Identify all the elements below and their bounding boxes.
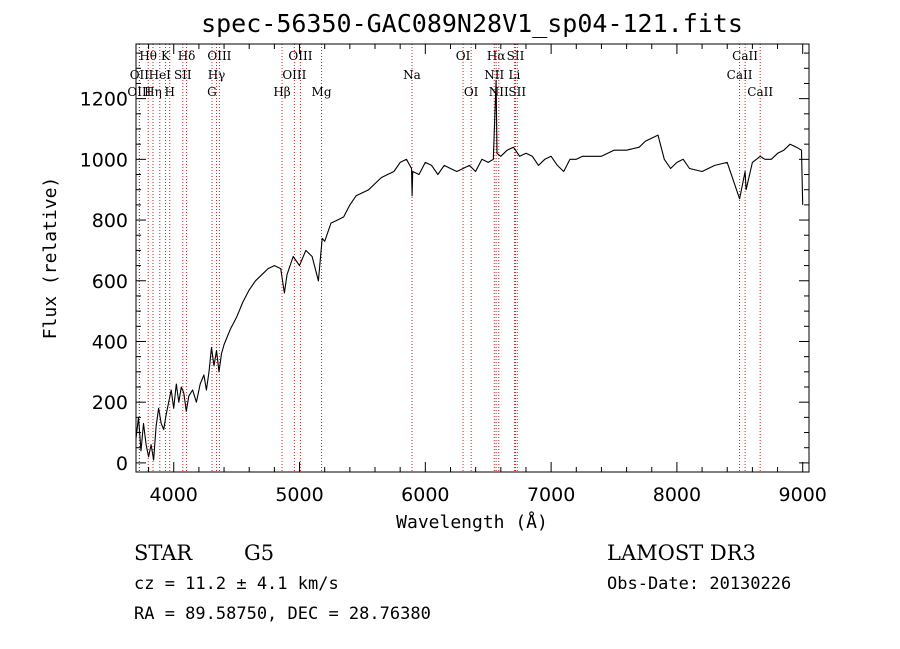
coordinates: RA = 89.58750, DEC = 28.76380 [134, 604, 431, 624]
plot-frame [135, 43, 810, 473]
line-marker-label: OI [456, 49, 471, 63]
x-tick-label: 4000 [150, 484, 198, 506]
y-axis-ticks: 0 200 400 600 800 1000 1200 [80, 52, 809, 475]
line-marker-label: Hθ [139, 49, 157, 63]
line-marker-label: Li [508, 68, 520, 82]
y-tick-label: 200 [92, 392, 128, 414]
line-marker-label: OI [464, 85, 479, 99]
line-marker-label: SII [508, 85, 526, 99]
line-marker-label: CaII [747, 85, 773, 99]
line-marker-label: Hη [144, 85, 162, 99]
x-tick-label: 5000 [275, 484, 323, 506]
line-marker-label: Hα [487, 49, 506, 63]
y-tick-label: 1000 [80, 149, 128, 171]
line-marker-label: SII [507, 49, 525, 63]
y-tick-label: 0 [116, 453, 128, 475]
y-tick-label: 400 [92, 331, 128, 353]
line-marker-label: NII [484, 68, 504, 82]
line-marker-label: Hβ [273, 85, 290, 99]
x-tick-label: 8000 [653, 484, 701, 506]
x-tick-label: 6000 [401, 484, 449, 506]
line-marker-label: OIII [207, 49, 231, 63]
line-marker-label: K [161, 49, 171, 63]
x-tick-label: 7000 [527, 484, 575, 506]
y-tick-label: 800 [92, 210, 128, 232]
chart-title: spec-56350-GAC089N28V1_sp04-121.fits [201, 9, 743, 38]
line-marker-label: G [207, 85, 217, 99]
y-tick-label: 1200 [80, 89, 128, 111]
redshift-cz: cz = 11.2 ± 4.1 km/s [134, 574, 339, 594]
line-marker-label: CaII [732, 49, 758, 63]
x-axis-ticks: 4000 5000 6000 7000 8000 9000 [148, 44, 827, 506]
obs-date: Obs-Date: 20130226 [607, 574, 791, 594]
y-axis-label: Flux (relative) [40, 177, 61, 340]
line-marker-label: OIII [282, 68, 306, 82]
line-marker-label: Hγ [208, 68, 226, 82]
line-marker-label: H [164, 85, 174, 99]
line-marker-label: CaII [727, 68, 753, 82]
line-marker-label: Na [403, 68, 421, 82]
survey-name: LAMOST DR3 [607, 541, 756, 565]
object-subclass: G5 [244, 541, 274, 565]
object-class: STAR [134, 541, 193, 565]
line-marker-label: SII [174, 68, 192, 82]
y-tick-label: 600 [92, 271, 128, 293]
line-marker-label: OIII [127, 85, 151, 99]
x-axis-label: Wavelength (Å) [396, 511, 548, 533]
line-marker-label: OIII [288, 49, 312, 63]
line-marker-label: Mg [312, 85, 332, 99]
line-marker-label: Hδ [178, 49, 196, 63]
spectrum-line [135, 79, 804, 461]
x-tick-label: 9000 [779, 484, 827, 506]
line-marker-label: HeI [149, 68, 172, 82]
line-marker-label: NII [489, 85, 509, 99]
